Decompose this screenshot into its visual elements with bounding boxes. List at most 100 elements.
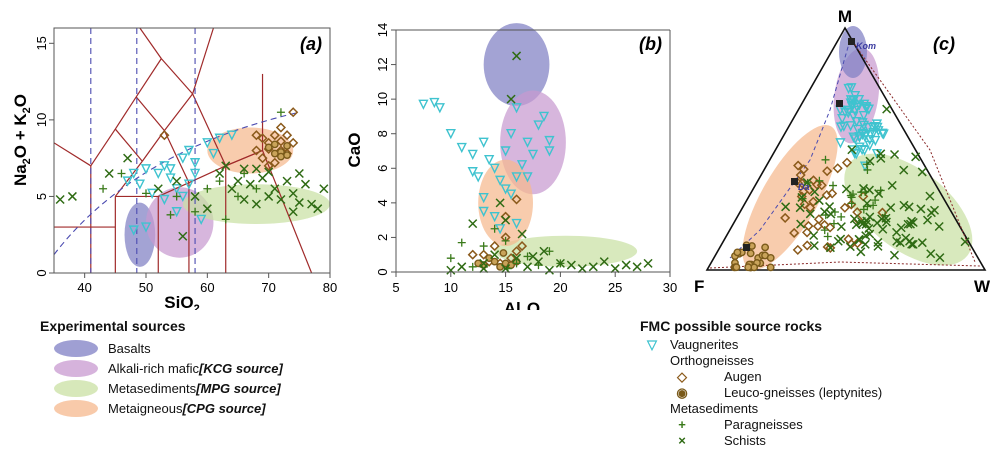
- data-point-x: [501, 264, 511, 274]
- data-point-tri: [134, 179, 145, 190]
- data-point-tri: [214, 133, 225, 144]
- data-point-x: [294, 198, 304, 208]
- data-point-x: [887, 180, 897, 190]
- data-point-tri: [845, 95, 857, 106]
- data-point-x: [227, 184, 237, 194]
- y-tick-label: 14: [375, 23, 390, 37]
- data-point-dia: [839, 202, 850, 213]
- data-point-dot: [766, 254, 775, 262]
- data-point-dot: [499, 249, 508, 257]
- tas-boundary-line: [135, 58, 162, 98]
- data-point-x: [215, 168, 225, 178]
- data-point-plus: [490, 224, 499, 233]
- y-tick-label: 15: [34, 36, 49, 50]
- data-point-dia: [251, 145, 262, 156]
- data-point-x: [904, 202, 914, 212]
- data-point-x: [555, 258, 565, 268]
- legend-label: Vaugnerites: [670, 337, 739, 352]
- data-point-x: [501, 215, 511, 225]
- data-point-tri: [171, 184, 182, 195]
- data-point-dia: [799, 199, 810, 210]
- x-tick-label: 40: [77, 280, 91, 295]
- panel-a-xlabel: SiO2: [164, 293, 199, 310]
- data-point-x: [264, 191, 274, 201]
- data-point-tri: [177, 191, 188, 203]
- data-point-plus: [523, 252, 532, 261]
- data-point-dia: [821, 190, 832, 201]
- data-point-plus: [869, 201, 878, 210]
- legend-item-alkali-mafic: Alkali-rich mafic [KCG source]: [40, 358, 283, 378]
- data-point-x: [153, 184, 163, 194]
- data-point-tri: [860, 129, 871, 141]
- data-point-tri: [843, 108, 854, 119]
- data-point-x: [239, 194, 249, 205]
- data-point-tri: [189, 158, 201, 169]
- data-point-tri: [870, 135, 881, 147]
- swatch-alkali-mafic: [54, 359, 98, 377]
- data-point-x: [544, 265, 554, 275]
- data-point-x: [847, 145, 857, 155]
- data-point-tri: [858, 110, 869, 122]
- data-point-x: [858, 183, 869, 193]
- data-point-x: [917, 167, 927, 177]
- data-point-dot: [270, 140, 279, 149]
- data-point-tri: [226, 130, 237, 141]
- data-point-tri: [489, 211, 500, 223]
- tas-boundary-line: [225, 149, 263, 167]
- data-point-x: [104, 168, 114, 178]
- data-point-plus: [142, 189, 150, 198]
- data-point-x: [221, 161, 231, 171]
- data-point-x: [512, 51, 522, 61]
- swatch-metaigneous: [54, 399, 98, 417]
- legend-item-metaigneous: Metaigneous [CPG source]: [40, 398, 283, 418]
- data-point-tri: [122, 176, 133, 187]
- data-point-dia: [827, 188, 838, 199]
- ternary-dashed-trend: [729, 39, 851, 259]
- data-point-x: [896, 223, 906, 233]
- data-point-x: [577, 264, 587, 274]
- data-point-plus: [479, 242, 488, 251]
- data-point-x: [172, 176, 182, 186]
- data-point-x: [621, 260, 631, 270]
- data-point-tri: [854, 100, 865, 111]
- data-point-tri: [467, 149, 478, 161]
- data-point-x: [878, 224, 888, 234]
- data-point-tri: [484, 154, 495, 166]
- data-point-x: [873, 241, 883, 251]
- data-point-tri: [418, 99, 429, 110]
- data-point-dia: [877, 207, 888, 218]
- data-point-dot: [270, 149, 279, 158]
- data-point-tri: [857, 118, 868, 129]
- panel-b-ylabel: CaO: [345, 133, 364, 168]
- data-point-tri: [533, 120, 544, 131]
- data-point-x: [873, 237, 883, 247]
- data-point-tri: [860, 101, 872, 113]
- data-point-tri: [852, 124, 863, 136]
- tas-boundary-line: [139, 28, 162, 59]
- data-point-dia: [802, 240, 813, 251]
- data-point-tri: [544, 146, 555, 157]
- marker-lower: [743, 244, 750, 251]
- data-point-tri: [153, 168, 164, 180]
- data-point-x: [539, 246, 549, 256]
- data-point-tri: [835, 138, 846, 149]
- tas-boundary-line: [114, 128, 143, 162]
- data-point-x: [446, 265, 456, 275]
- data-point-x: [479, 264, 489, 274]
- data-point-x: [836, 234, 846, 244]
- data-point-tri: [854, 142, 865, 153]
- data-point-tri: [140, 164, 152, 175]
- x-tick-label: 15: [498, 280, 512, 295]
- tas-boundary-line: [158, 182, 190, 197]
- data-point-dot: [733, 248, 742, 257]
- legend-label: Alkali-rich mafic: [108, 360, 200, 376]
- data-point-tri: [850, 134, 861, 145]
- data-point-dia: [511, 194, 522, 205]
- data-point-dia: [257, 133, 268, 144]
- data-point-tri: [851, 149, 862, 160]
- y-tick-label: 0: [375, 268, 390, 275]
- data-point-tri: [538, 111, 550, 122]
- legend-item-basalts: Basalts: [40, 338, 283, 358]
- data-point-x: [890, 149, 900, 160]
- data-point-x: [517, 229, 527, 239]
